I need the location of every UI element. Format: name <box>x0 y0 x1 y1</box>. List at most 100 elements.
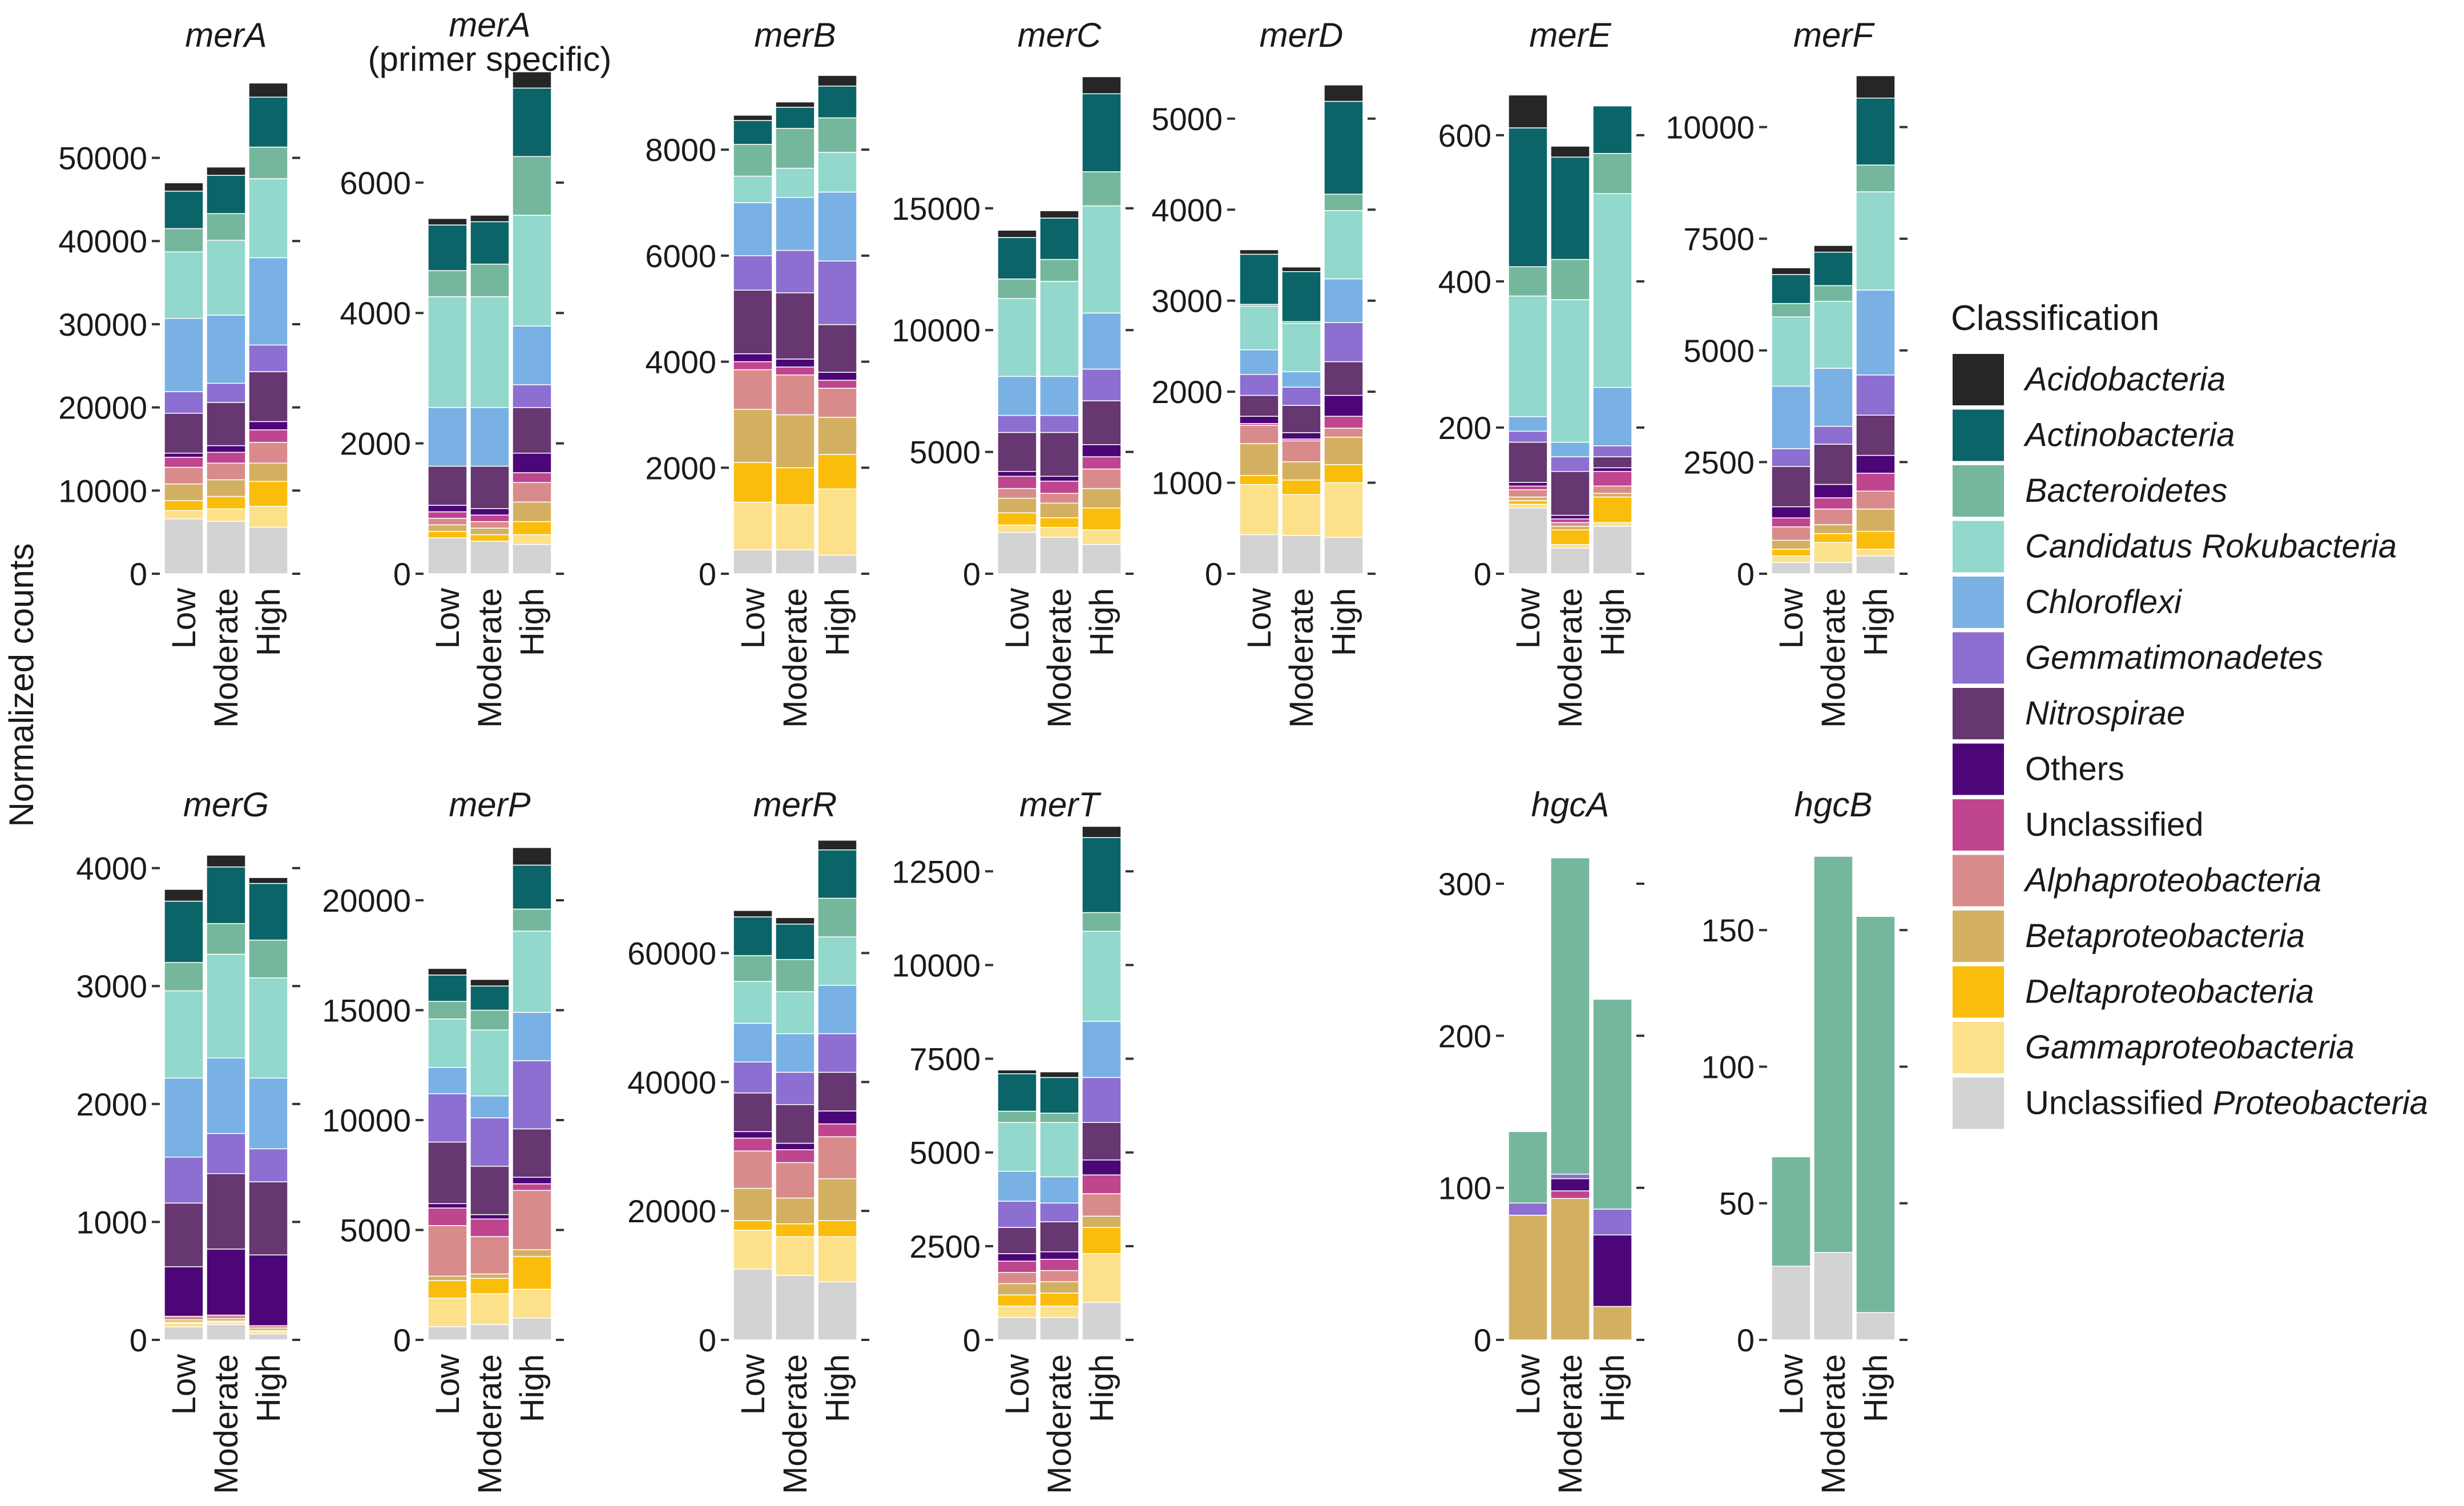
bar-segment-gemmatimonadetes <box>1550 456 1590 472</box>
bar-segment-others <box>733 1131 773 1139</box>
bar-segment-nitrospirae <box>248 371 288 422</box>
y-tick-label: 10000 <box>58 473 147 509</box>
legend-label: Others <box>2025 751 2124 788</box>
x-tick-label: High <box>514 1354 551 1422</box>
bar-segment-acidobacteria <box>512 847 552 866</box>
bar-segment-candidatus-rokubacteria <box>206 240 246 316</box>
bar-segment-deltaproteobacteria <box>775 467 815 506</box>
bar-segment-acidobacteria <box>817 840 857 851</box>
legend-label: Chloroflexi <box>2025 583 2183 621</box>
bar-segment-others <box>1856 454 1896 474</box>
x-tick-label: Low <box>166 587 203 649</box>
bar-segment-chloroflexi <box>775 196 815 251</box>
bar-segment-candidatus-rokubacteria <box>1856 191 1896 291</box>
bar-segment-betaproteobacteria <box>1082 1215 1122 1228</box>
y-tick-label: 0 <box>1737 1322 1755 1358</box>
bar-segment-deltaproteobacteria <box>1324 464 1364 484</box>
bar-segment-acidobacteria <box>997 1069 1037 1074</box>
bar-segment-bacteroidetes <box>428 270 467 297</box>
bar-segment-betaproteobacteria <box>470 527 510 535</box>
bar-segment-deltaproteobacteria <box>428 531 467 538</box>
bar-segment-alphaproteobacteria <box>1281 440 1321 462</box>
bar-segment-actinobacteria <box>1082 93 1122 172</box>
legend-title: Classification <box>1951 299 2159 338</box>
bar-segment-gammaproteobacteria <box>1082 1253 1122 1303</box>
legend-label: Deltaproteobacteria <box>2025 973 2314 1010</box>
y-tick-label: 4000 <box>1151 192 1223 228</box>
y-tick-label: 0 <box>1474 1322 1491 1358</box>
x-tick-label: High <box>1594 588 1631 656</box>
bar-segment-bacteroidetes <box>1550 259 1590 300</box>
bar-segment-bacteroidetes <box>997 278 1037 299</box>
bar-segment-actinobacteria <box>1592 105 1632 154</box>
bar-segment-unclassified <box>1856 473 1896 492</box>
bar-segment-nitrospirae <box>997 432 1037 472</box>
bar-segment-gemmatimonadetes <box>206 382 246 403</box>
bar-segment-others <box>164 1266 204 1317</box>
bar-segment-unclassified-proteobacteria <box>1324 537 1364 574</box>
bar-segment-unclassified <box>1550 1190 1590 1199</box>
bar-segment-others <box>1082 444 1122 457</box>
bar-segment-bacteroidetes <box>248 939 288 979</box>
bar-segment-gammaproteobacteria <box>733 501 773 550</box>
bar-segment-candidatus-rokubacteria <box>775 991 815 1034</box>
bar-segment-unclassified <box>1813 497 1853 510</box>
bar-segment-chloroflexi <box>1039 376 1079 416</box>
legend: Classification Acidobacteria Actinobacteri… <box>1951 299 2428 1129</box>
legend-label: Unclassified Proteobacteria <box>2025 1085 2428 1122</box>
panel-title: merA <box>185 16 267 54</box>
bar-segment-actinobacteria <box>428 224 467 271</box>
bar-segment-gemmatimonadetes <box>997 414 1037 433</box>
y-tick-label: 10000 <box>892 312 981 348</box>
panel-merb: merB 0 2000 4000 6000 8000 Low Moderate High <box>645 16 869 728</box>
bar-segment-betaproteobacteria <box>1239 443 1279 476</box>
y-tick-label: 0 <box>1474 556 1491 592</box>
bar-segment-chloroflexi <box>775 1033 815 1073</box>
bar-segment-others <box>248 1254 288 1326</box>
y-tick-label: 400 <box>1438 264 1491 300</box>
y-tick-label: 10000 <box>1665 110 1755 146</box>
bar-segment-bacteroidetes <box>1508 266 1548 297</box>
bar-segment-acidobacteria <box>1813 245 1853 253</box>
bar-segment-candidatus-rokubacteria <box>1508 295 1548 417</box>
panel-title: merC <box>1018 16 1102 54</box>
bar-segment-unclassified-proteobacteria <box>1039 537 1079 574</box>
bar-segment-gemmatimonadetes <box>1082 1077 1122 1123</box>
y-tick-label: 0 <box>963 1322 981 1358</box>
bar-segment-actinobacteria <box>248 883 288 941</box>
bar-segment-nitrospirae <box>248 1181 288 1256</box>
bar-segment-others <box>206 445 246 453</box>
bar-segment-nitrospirae <box>733 289 773 355</box>
bar-segment-unclassified <box>248 429 288 443</box>
legend-label: Alphaproteobacteria <box>2023 862 2321 899</box>
bar-segment-candidatus-rokubacteria <box>1592 193 1632 388</box>
bar-segment-nitrospirae <box>1082 1122 1122 1161</box>
bar-segment-others <box>775 359 815 368</box>
y-tick-label: 0 <box>393 556 411 592</box>
panel-merg: merG 0 1000 2000 3000 4000 Low Moderate High <box>76 786 300 1494</box>
bar-segment-chloroflexi <box>470 407 510 467</box>
bar-segment-gemmatimonadetes <box>164 391 204 414</box>
bar-segment-candidatus-rokubacteria <box>1324 210 1364 280</box>
bar-segment-gammaproteobacteria <box>1550 544 1590 549</box>
panel-mert: merT 0 2500 5000 7500 10000 12500 Low Moderate Hi… <box>892 786 1134 1494</box>
bar-segment-acidobacteria <box>428 968 467 976</box>
bar-segment-gemmatimonadetes <box>1592 1209 1632 1235</box>
bar-segment-candidatus-rokubacteria <box>1239 305 1279 351</box>
x-tick-label: Moderate <box>1283 588 1320 728</box>
bar-segment-gammaproteobacteria <box>1324 482 1364 538</box>
bar-segment-actinobacteria <box>512 87 552 157</box>
bar-segment-alphaproteobacteria <box>470 521 510 529</box>
bar-segment-acidobacteria <box>1082 826 1122 838</box>
bar-segment-alphaproteobacteria <box>206 462 246 481</box>
bar-segment-gemmatimonadetes <box>733 255 773 291</box>
bar-segment-unclassified-proteobacteria <box>1550 547 1590 574</box>
bar-segment-others <box>733 353 773 363</box>
y-tick-label: 2000 <box>340 426 411 462</box>
x-tick-label: High <box>1325 588 1362 656</box>
bar-segment-acidobacteria <box>733 115 773 121</box>
bar-segment-acidobacteria <box>1550 146 1590 158</box>
y-tick-label: 100 <box>1701 1049 1755 1085</box>
bar-segment-gammaproteobacteria <box>1039 1306 1079 1318</box>
y-tick-label: 3000 <box>76 968 147 1004</box>
